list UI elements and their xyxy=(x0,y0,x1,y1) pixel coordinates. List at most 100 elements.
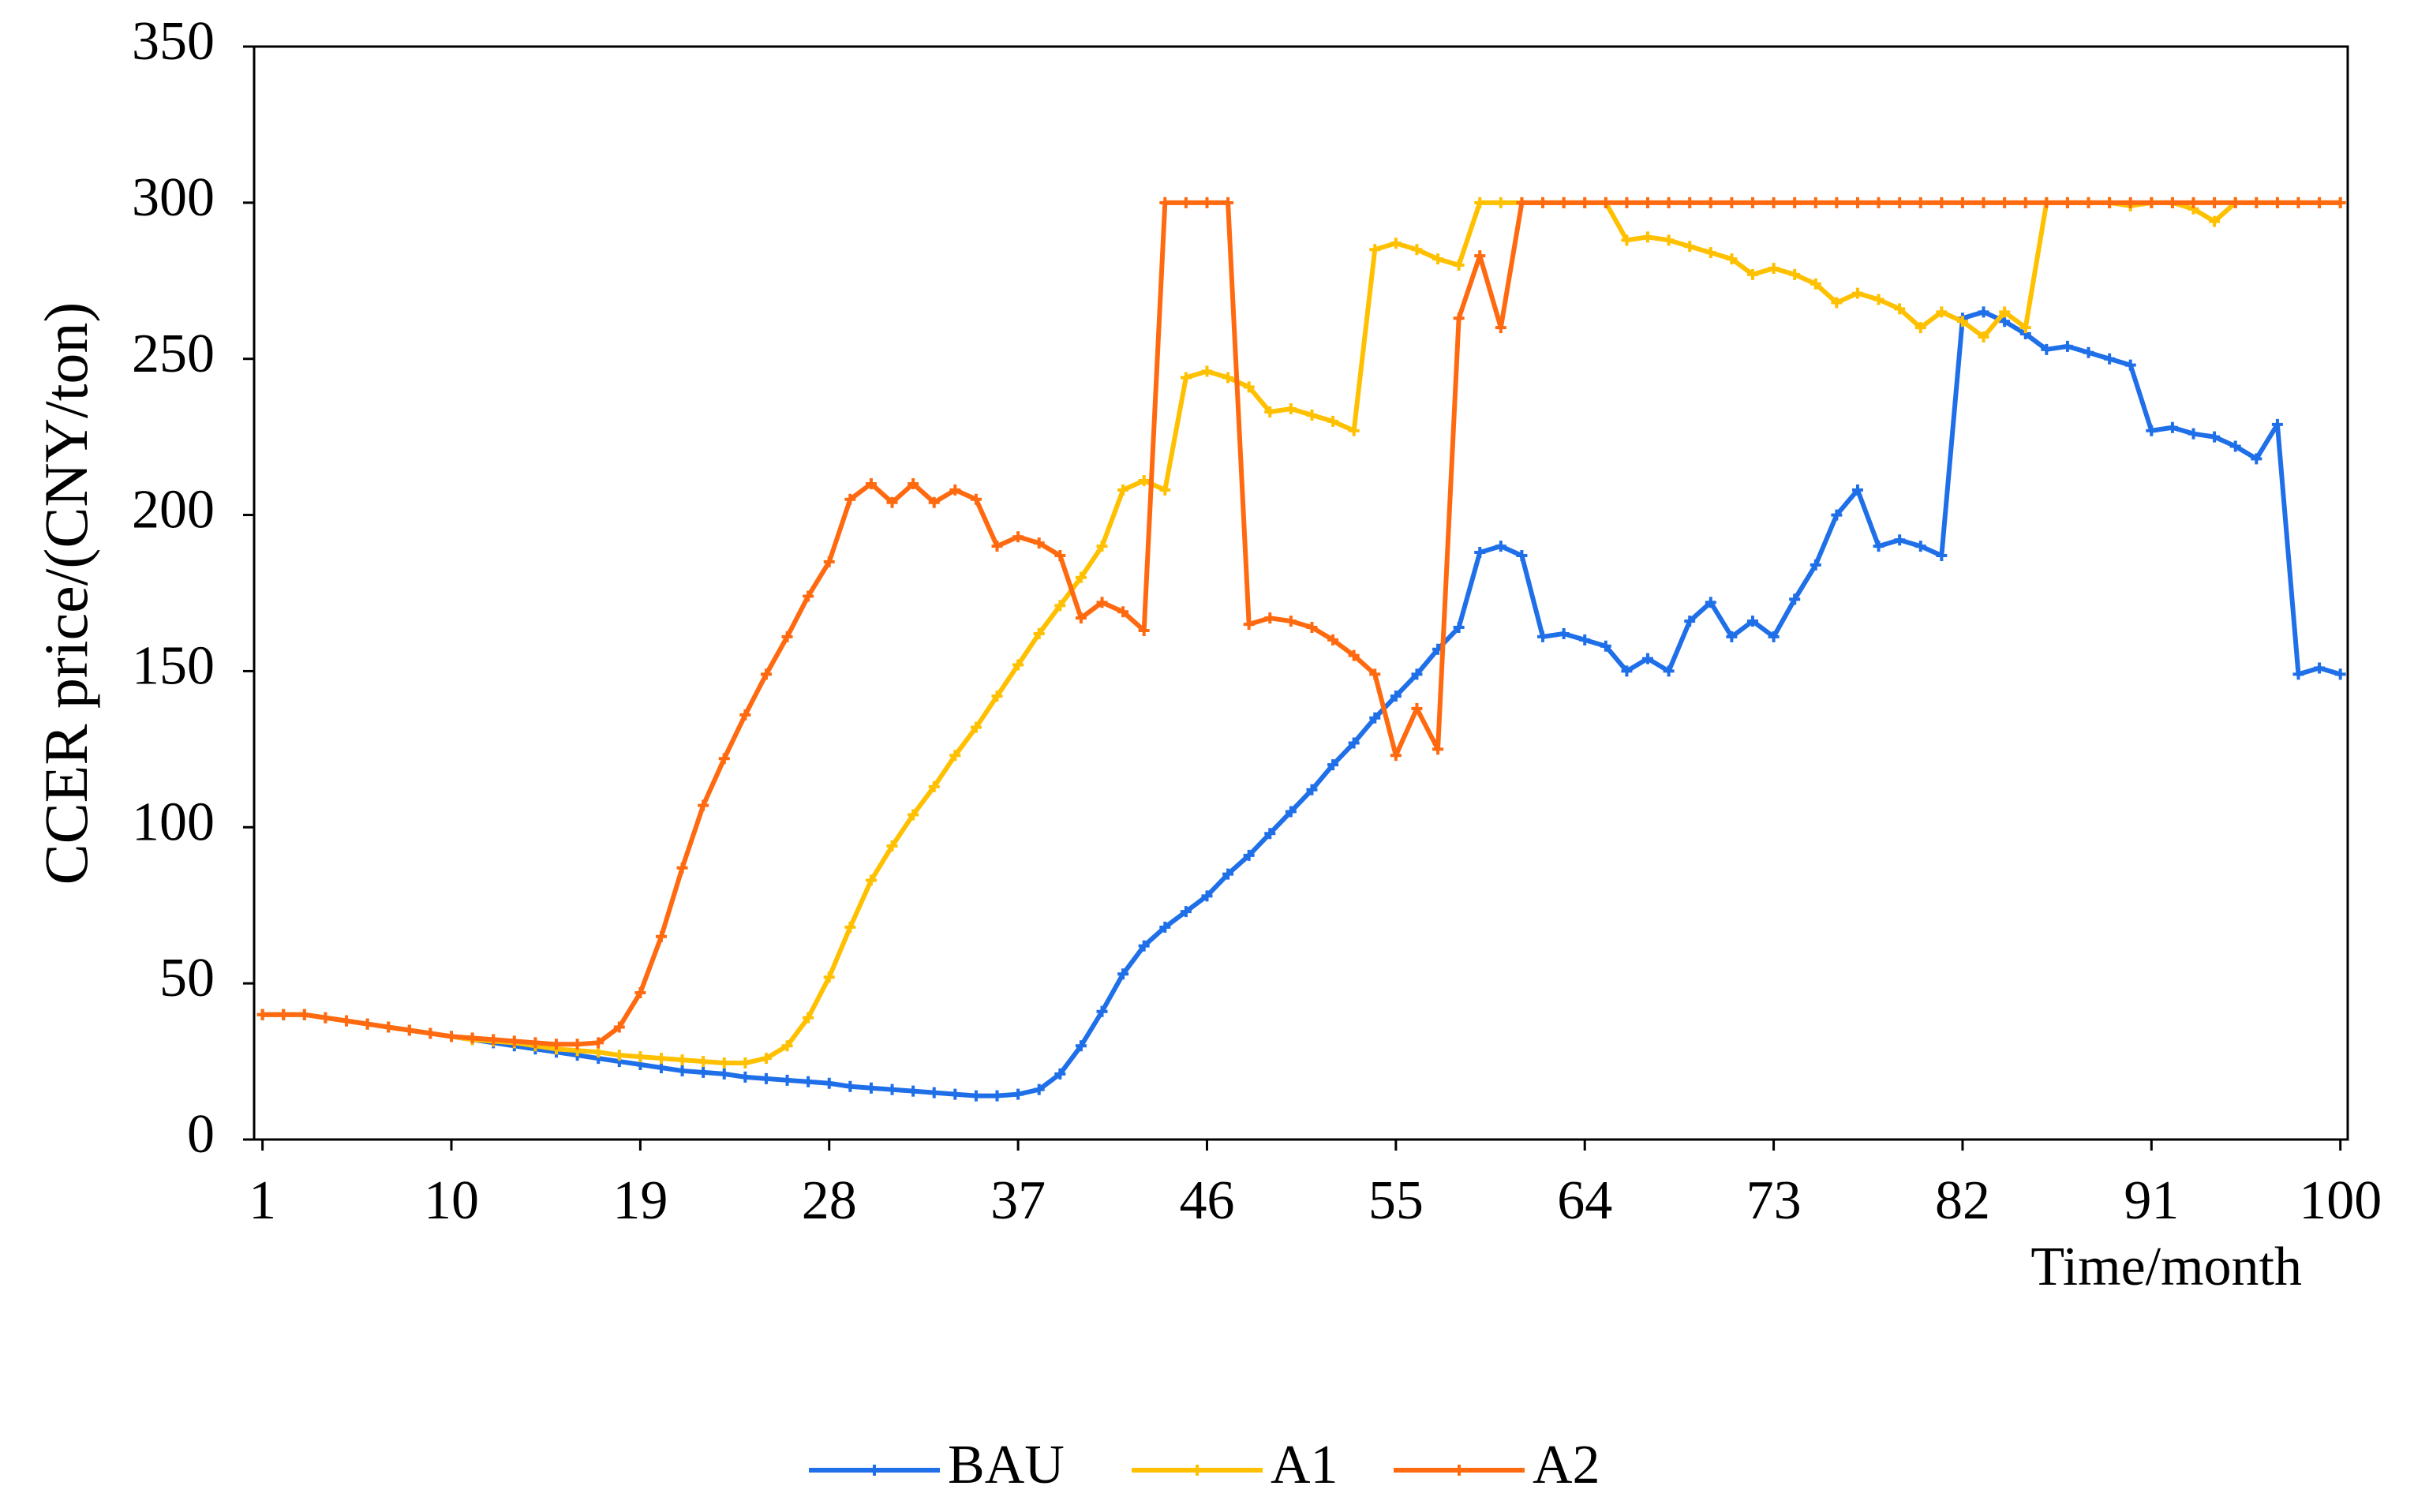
point-marker xyxy=(2041,196,2053,208)
point-marker xyxy=(803,1076,814,1087)
point-marker xyxy=(1663,665,1675,677)
point-marker xyxy=(1768,262,1780,274)
point-marker xyxy=(655,1053,667,1065)
point-marker xyxy=(2229,196,2241,208)
x-tick-label: 91 xyxy=(2124,1170,2179,1231)
point-marker xyxy=(1726,196,1738,208)
point-marker xyxy=(1956,316,1968,327)
point-marker xyxy=(1642,231,1654,243)
point-marker xyxy=(1600,640,1611,652)
point-marker xyxy=(1684,616,1696,627)
point-marker xyxy=(2019,196,2031,208)
point-marker xyxy=(928,496,940,508)
point-marker xyxy=(1726,253,1738,265)
point-marker xyxy=(1831,509,1843,521)
point-marker xyxy=(2188,428,2199,440)
point-marker xyxy=(2314,196,2326,208)
point-marker xyxy=(1159,484,1171,496)
point-marker xyxy=(823,556,835,567)
point-marker xyxy=(844,921,856,933)
point-marker xyxy=(1348,737,1360,749)
point-marker xyxy=(1243,381,1255,393)
point-marker xyxy=(1914,322,1926,334)
point-marker xyxy=(2334,668,2346,680)
point-marker xyxy=(1096,541,1108,552)
point-marker xyxy=(1117,968,1129,980)
legend-label: A1 xyxy=(1271,1435,1338,1495)
legend-marker xyxy=(869,1465,880,1476)
point-marker xyxy=(1369,712,1381,724)
point-marker xyxy=(949,1088,961,1100)
point-marker xyxy=(1096,1005,1108,1017)
point-marker xyxy=(1663,196,1675,208)
point-marker xyxy=(1432,743,1444,755)
point-marker xyxy=(1264,828,1276,840)
point-marker xyxy=(698,1066,709,1078)
point-marker xyxy=(739,1057,751,1069)
point-marker xyxy=(1159,921,1171,933)
point-marker xyxy=(341,1015,353,1027)
x-tick-label: 55 xyxy=(1368,1170,1424,1231)
point-marker xyxy=(781,631,793,642)
point-marker xyxy=(1012,659,1024,671)
point-marker xyxy=(1306,784,1318,795)
y-tick-label: 300 xyxy=(132,167,215,228)
point-marker xyxy=(1705,247,1716,259)
point-marker xyxy=(1789,593,1801,605)
point-marker xyxy=(1894,534,1906,546)
point-marker xyxy=(1054,600,1066,612)
point-marker xyxy=(1851,287,1863,299)
point-marker xyxy=(1663,234,1675,246)
point-marker xyxy=(1201,365,1213,377)
point-marker xyxy=(949,484,961,496)
point-marker xyxy=(2334,196,2346,208)
point-marker xyxy=(2188,196,2199,208)
point-marker xyxy=(256,1009,268,1020)
point-marker xyxy=(634,1051,646,1063)
point-marker xyxy=(1894,303,1906,315)
point-marker xyxy=(1831,196,1843,208)
point-marker xyxy=(676,1054,688,1066)
point-marker xyxy=(1327,415,1339,427)
point-marker xyxy=(1705,196,1716,208)
x-tick-label: 73 xyxy=(1746,1170,1802,1231)
point-marker xyxy=(1746,196,1758,208)
point-marker xyxy=(1033,537,1045,549)
legend-label: A2 xyxy=(1533,1435,1600,1495)
point-marker xyxy=(593,1046,604,1058)
point-marker xyxy=(2314,662,2326,674)
point-marker xyxy=(508,1035,520,1047)
series-line xyxy=(262,309,2341,1098)
point-marker xyxy=(361,1018,373,1030)
point-marker xyxy=(718,1057,730,1069)
point-marker xyxy=(1222,372,1234,384)
point-marker xyxy=(1054,1068,1066,1080)
point-marker xyxy=(1159,196,1171,208)
point-marker xyxy=(1684,196,1696,208)
point-marker xyxy=(1914,196,1926,208)
point-marker xyxy=(2166,196,2178,208)
point-marker xyxy=(278,1009,290,1020)
point-marker xyxy=(1851,196,1863,208)
point-marker xyxy=(2209,215,2221,227)
point-marker xyxy=(1096,597,1108,608)
point-marker xyxy=(1180,906,1192,918)
y-tick-label: 200 xyxy=(132,480,215,541)
point-marker xyxy=(1537,631,1549,642)
point-marker xyxy=(739,709,751,720)
y-tick-label: 0 xyxy=(187,1104,215,1165)
point-marker xyxy=(1138,475,1150,487)
legend-marker xyxy=(1192,1465,1203,1476)
point-marker xyxy=(760,668,772,680)
point-marker xyxy=(1621,196,1633,208)
point-marker xyxy=(991,1090,1003,1102)
point-marker xyxy=(1033,1083,1045,1095)
point-marker xyxy=(425,1027,436,1039)
point-marker xyxy=(1768,631,1780,642)
point-marker xyxy=(760,1053,772,1065)
point-marker xyxy=(1999,196,2011,208)
point-marker xyxy=(1810,196,1821,208)
point-marker xyxy=(383,1021,395,1033)
point-marker xyxy=(1873,196,1884,208)
point-marker xyxy=(298,1009,310,1020)
